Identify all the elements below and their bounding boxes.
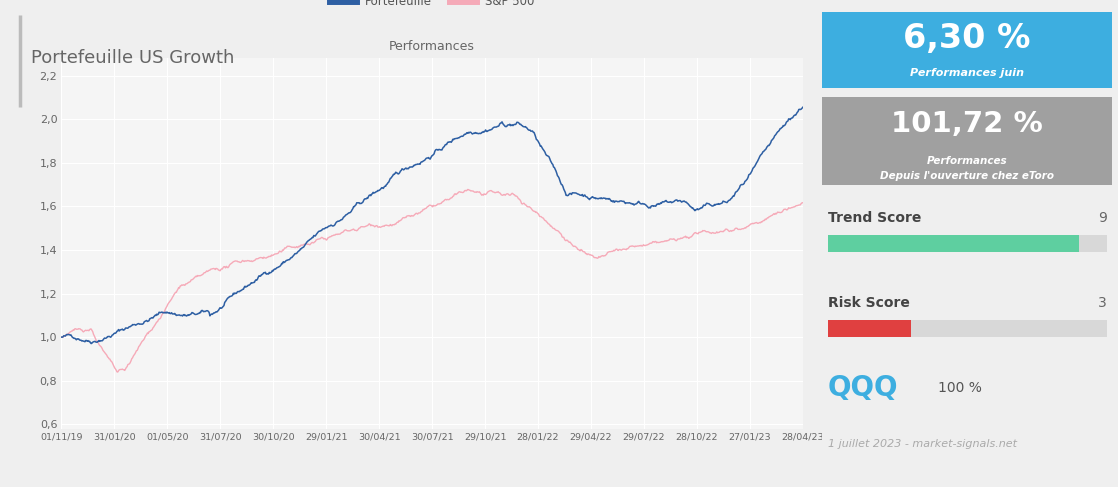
Text: 101,72 %: 101,72 % — [891, 110, 1043, 138]
Text: 9: 9 — [1098, 211, 1107, 225]
Text: 100 %: 100 % — [938, 381, 982, 394]
Text: Trend Score: Trend Score — [827, 211, 921, 225]
Text: Performances juin: Performances juin — [910, 68, 1024, 77]
Text: Portefeuille US Growth: Portefeuille US Growth — [31, 49, 235, 67]
Text: 6,30 %: 6,30 % — [903, 22, 1031, 55]
Title: Performances: Performances — [389, 40, 475, 53]
Text: Depuis l'ouverture chez eToro: Depuis l'ouverture chez eToro — [880, 171, 1054, 181]
Text: Performances: Performances — [927, 155, 1007, 166]
Legend: Portefeuille, S&P 500: Portefeuille, S&P 500 — [325, 0, 539, 13]
FancyBboxPatch shape — [827, 320, 1107, 337]
Text: 3: 3 — [1098, 296, 1107, 310]
FancyBboxPatch shape — [827, 235, 1107, 252]
Text: 1 juillet 2023 - market-signals.net: 1 juillet 2023 - market-signals.net — [827, 439, 1016, 449]
Text: Risk Score: Risk Score — [827, 296, 909, 310]
FancyBboxPatch shape — [827, 320, 911, 337]
FancyBboxPatch shape — [827, 235, 1079, 252]
Text: QQQ: QQQ — [827, 374, 898, 402]
